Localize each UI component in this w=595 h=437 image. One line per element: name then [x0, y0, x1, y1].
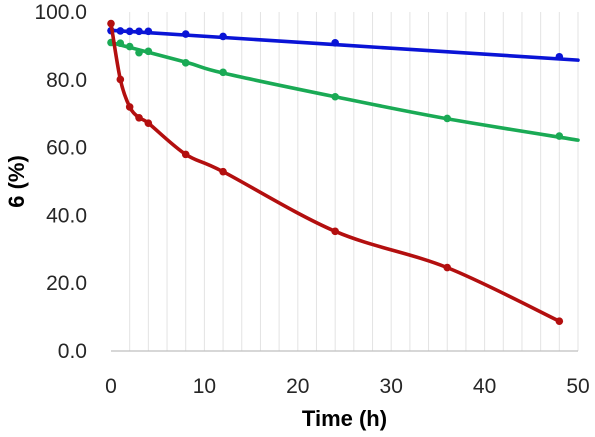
data-point [443, 114, 452, 123]
x-tick-label: 10 [193, 375, 216, 398]
data-point [125, 27, 134, 36]
data-point [144, 119, 153, 127]
series-line [109, 28, 580, 62]
x-tick-label: 20 [286, 375, 309, 398]
data-point [219, 32, 227, 41]
data-point [135, 113, 143, 122]
data-point [181, 59, 190, 67]
data-point [181, 30, 190, 38]
data-point [125, 42, 134, 51]
data-point [144, 27, 153, 36]
data-point [555, 132, 564, 140]
series-2 [107, 38, 580, 142]
x-tick-label: 0 [105, 375, 117, 398]
y-axis-tick-labels: 0.0 20.0 40.0 60.0 80.0 100.0 [34, 1, 87, 363]
x-tick-label: 30 [380, 375, 403, 398]
y-tick-label: 80.0 [46, 69, 87, 92]
x-axis-title: Time (h) [302, 406, 387, 431]
y-tick-label: 60.0 [46, 137, 87, 160]
x-tick-label: 50 [566, 375, 589, 398]
series-group [107, 19, 580, 325]
data-point [555, 317, 564, 325]
y-tick-label: 100.0 [34, 1, 87, 24]
data-point [331, 92, 339, 101]
y-tick-label: 20.0 [46, 272, 87, 295]
x-axis-tick-labels: 0 10 20 30 40 50 [105, 375, 590, 398]
data-point [219, 167, 227, 176]
data-point [116, 39, 125, 47]
data-point [555, 52, 564, 61]
data-point [144, 47, 153, 56]
data-point [331, 227, 339, 236]
y-tick-label: 0.0 [58, 340, 87, 363]
x-tick-label: 40 [473, 375, 496, 398]
data-point [181, 150, 190, 159]
data-point [116, 27, 125, 35]
data-point [331, 39, 339, 47]
data-point [443, 263, 452, 272]
data-point [116, 75, 125, 84]
data-point [107, 19, 115, 28]
data-point [135, 27, 143, 36]
series-3 [107, 19, 564, 325]
data-point [219, 68, 227, 77]
y-tick-label: 40.0 [46, 204, 87, 227]
data-point [125, 103, 134, 111]
series-1 [107, 26, 580, 62]
data-point [135, 48, 143, 57]
y-axis-title: 6 (%) [4, 155, 29, 208]
gridlines [129, 12, 579, 351]
